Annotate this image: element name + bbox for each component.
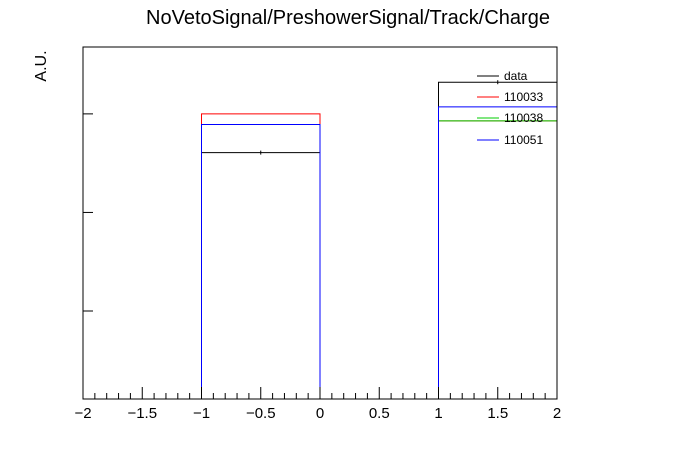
x-tick-label: 2 — [553, 405, 561, 422]
x-tick-label: 1.5 — [487, 405, 508, 422]
legend-label-110033: 110033 — [504, 90, 543, 104]
chart-title: NoVetoSignal/PreshowerSignal/Track/Charg… — [146, 7, 550, 29]
x-tick-label: 0 — [316, 405, 324, 422]
x-axis-tick-labels: −2 −1.5 −1 −0.5 0 0.5 1 1.5 2 — [74, 405, 561, 422]
x-tick-label: 0.5 — [369, 405, 390, 422]
x-tick-label: −2 — [74, 405, 91, 422]
y-axis-label: A.U. — [33, 50, 50, 81]
legend-label-110051: 110051 — [504, 133, 543, 147]
x-tick-label: −1 — [193, 405, 210, 422]
y-axis-ticks — [83, 46, 93, 312]
x-tick-label: 1 — [434, 405, 442, 422]
x-tick-label: −1.5 — [127, 405, 157, 422]
x-tick-label: −0.5 — [246, 405, 276, 422]
legend-label-data: data — [504, 69, 528, 83]
legend-label-110038: 110038 — [504, 111, 543, 125]
x-axis-ticks — [82, 387, 558, 399]
legend: data 110033 110038 110051 — [477, 69, 543, 147]
